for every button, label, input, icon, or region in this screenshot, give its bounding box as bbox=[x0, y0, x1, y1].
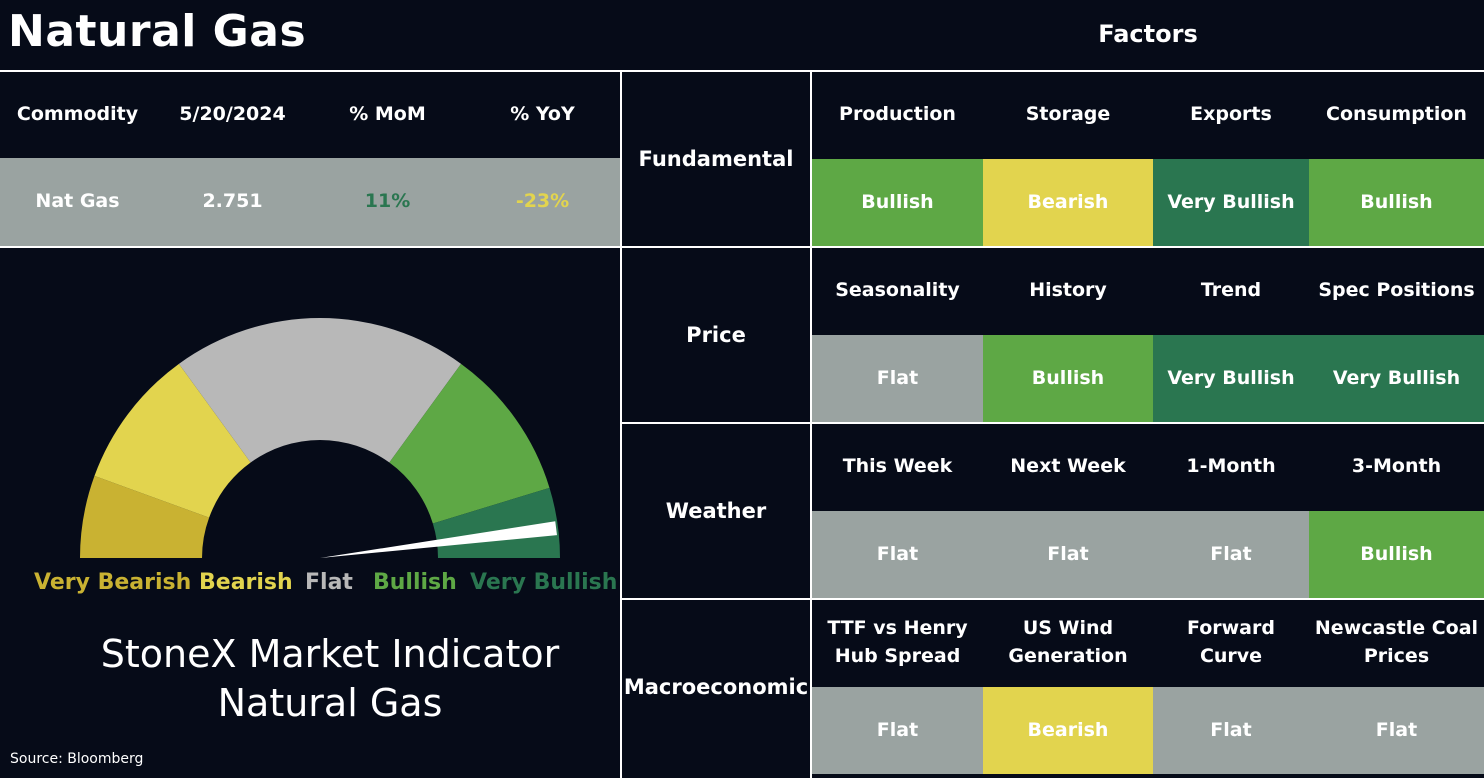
source-note: Source: Bloomberg bbox=[10, 751, 144, 767]
header-divider bbox=[0, 70, 1484, 72]
factor-rating: Flat bbox=[812, 335, 983, 422]
factor-category-macroeconomic: Macroeconomic bbox=[623, 674, 809, 699]
gauge-label-bullish: Bullish bbox=[373, 570, 457, 595]
factor-name: 1-Month bbox=[1153, 424, 1309, 510]
indicator-line-2: Natural Gas bbox=[217, 681, 443, 726]
factor-rating: Very Bullish bbox=[1309, 335, 1484, 422]
factor-category-price: Price bbox=[686, 322, 746, 347]
factor-rating: Bullish bbox=[812, 159, 983, 246]
col-header-date: 5/20/2024 bbox=[155, 72, 310, 158]
factor-name: Newcastle Coal Prices bbox=[1309, 600, 1484, 686]
commodity-price: 2.751 bbox=[202, 190, 263, 213]
factor-name: Seasonality bbox=[812, 248, 983, 334]
factor-rating: Flat bbox=[983, 511, 1153, 598]
factor-name: US Wind Generation bbox=[983, 600, 1153, 686]
commodity-mom: 11% bbox=[364, 190, 411, 213]
factor-rating: Flat bbox=[1309, 687, 1484, 774]
gauge-segment-bearish bbox=[94, 363, 251, 518]
factor-rating: Very Bullish bbox=[1153, 159, 1309, 246]
gauge-label-very-bullish: Very Bullish bbox=[470, 570, 618, 595]
indicator-line-1: StoneX Market Indicator bbox=[100, 632, 560, 676]
factor-name: TTF vs Henry Hub Spread bbox=[812, 600, 983, 686]
factor-name: Trend bbox=[1153, 248, 1309, 334]
column-divider bbox=[620, 70, 622, 778]
page-title: Natural Gas bbox=[8, 6, 307, 57]
factor-rating: Very Bullish bbox=[1153, 335, 1309, 422]
factor-rating: Bullish bbox=[1309, 159, 1484, 246]
row-divider bbox=[622, 598, 1484, 600]
factor-name: Forward Curve bbox=[1153, 600, 1309, 686]
gauge-label-flat: Flat bbox=[305, 570, 353, 595]
factor-category-fundamental: Fundamental bbox=[638, 146, 794, 171]
commodity-row: Nat Gas 2.751 11% -23% bbox=[0, 158, 620, 246]
sentiment-gauge bbox=[80, 318, 560, 558]
factor-rating: Bullish bbox=[1309, 511, 1484, 598]
gauge-segment-flat bbox=[178, 318, 462, 463]
factor-name: 3-Month bbox=[1309, 424, 1484, 510]
factor-rating: Flat bbox=[812, 687, 983, 774]
factor-rating: Flat bbox=[1153, 511, 1309, 598]
row-divider bbox=[0, 246, 1484, 248]
gauge-segment-very-bearish bbox=[80, 475, 210, 558]
factor-name: History bbox=[983, 248, 1153, 334]
col-header-yoy: % YoY bbox=[465, 72, 620, 158]
row-divider bbox=[622, 422, 1484, 424]
factor-name: This Week bbox=[812, 424, 983, 510]
gauge-segment-bullish bbox=[389, 363, 550, 524]
col-header-commodity: Commodity bbox=[0, 72, 155, 158]
factor-rating: Bearish bbox=[983, 159, 1153, 246]
factor-rating: Bullish bbox=[983, 335, 1153, 422]
factor-name: Production bbox=[812, 72, 983, 158]
factor-category-weather: Weather bbox=[665, 498, 767, 523]
factor-name: Storage bbox=[983, 72, 1153, 158]
gauge-needle bbox=[320, 521, 558, 558]
factor-rating: Flat bbox=[812, 511, 983, 598]
column-divider bbox=[810, 70, 812, 778]
factor-name: Consumption bbox=[1309, 72, 1484, 158]
commodity-yoy: -23% bbox=[515, 190, 570, 213]
factor-name: Next Week bbox=[983, 424, 1153, 510]
gauge-label-very-bearish: Very Bearish bbox=[34, 570, 192, 595]
factor-name: Exports bbox=[1153, 72, 1309, 158]
factors-title: Factors bbox=[1098, 20, 1198, 48]
factor-rating: Bearish bbox=[983, 687, 1153, 774]
commodity-name: Nat Gas bbox=[35, 190, 120, 213]
indicator-title: StoneX Market Indicator Natural Gas bbox=[40, 630, 620, 729]
factor-rating: Flat bbox=[1153, 687, 1309, 774]
col-header-mom: % MoM bbox=[310, 72, 465, 158]
factor-name: Spec Positions bbox=[1309, 248, 1484, 334]
gauge-label-bearish: Bearish bbox=[199, 570, 293, 595]
